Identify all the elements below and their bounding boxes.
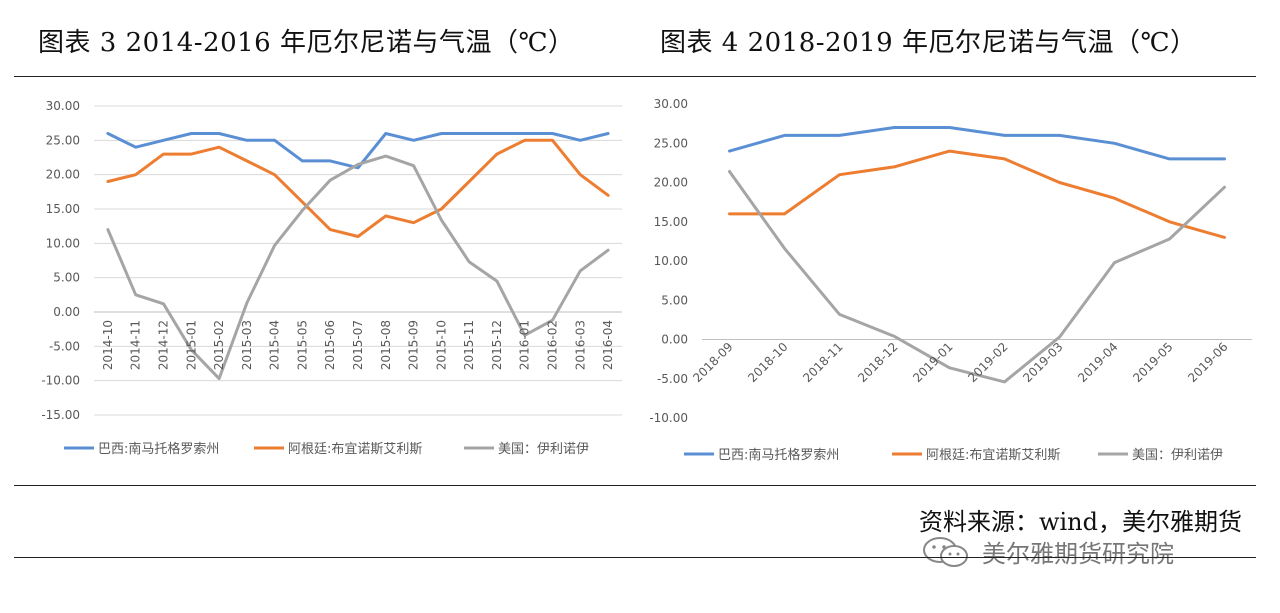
x-tick-label: 2015-08 (379, 320, 393, 370)
bottom-rule (14, 557, 1256, 558)
y-tick-label: 0.00 (661, 333, 688, 347)
y-tick-label: 5.00 (53, 271, 80, 285)
x-tick-label: 2018-10 (745, 340, 790, 385)
y-tick-label: -10.00 (41, 374, 80, 388)
x-tick-label: 2015-04 (268, 320, 282, 370)
y-tick-label: 0.00 (53, 305, 80, 319)
x-tick-label: 2015-06 (323, 320, 337, 370)
series-line-1 (728, 126, 1226, 161)
series-line-3 (728, 170, 1226, 384)
series-line-2 (106, 138, 610, 238)
x-tick-label: 2019-06 (1185, 340, 1230, 385)
y-tick-label: 25.00 (654, 136, 688, 150)
middle-rule (14, 485, 1256, 486)
y-tick-label: 30.00 (46, 99, 80, 113)
y-tick-label: -5.00 (49, 339, 80, 353)
y-tick-label: 20.00 (46, 168, 80, 182)
watermark: 美尔雅期货研究院 (920, 534, 1174, 569)
x-tick-label: 2015-01 (184, 320, 198, 370)
x-tick-label: 2015-09 (407, 320, 421, 370)
chart-left-title: 图表 3 2014-2016 年厄尔尼诺与气温（℃） (38, 28, 575, 58)
y-tick-label: 5.00 (661, 293, 688, 307)
legend-label-1: 巴西:南马托格罗索州 (98, 441, 219, 457)
x-tick-label: 2019-04 (1075, 340, 1120, 385)
x-tick-label: 2016-04 (601, 320, 615, 370)
x-tick-label: 2015-07 (351, 320, 365, 370)
x-tick-label: 2018-12 (855, 340, 900, 385)
x-tick-label: 2016-03 (573, 320, 587, 370)
wechat-icon (923, 536, 968, 567)
y-tick-label: -5.00 (657, 372, 688, 386)
y-tick-label: 20.00 (654, 176, 688, 190)
x-tick-label: 2015-11 (462, 320, 476, 370)
x-tick-label: 2015-12 (490, 320, 504, 370)
series-line-1 (106, 132, 610, 170)
y-tick-label: 15.00 (46, 202, 80, 216)
chart-left: 30.00 25.00 20.00 15.00 10.00 5.00 0.00 -5.00 -1… (41, 99, 622, 457)
x-tick-label: 2015-10 (434, 320, 448, 370)
x-tick-label: 2014-12 (156, 320, 170, 370)
x-tick-label: 2016-01 (518, 320, 532, 370)
legend-label-2: 阿根廷:布宜诺斯艾利斯 (288, 442, 422, 457)
chart-right: 30.00 25.00 20.00 15.00 10.00 5.00 0.00 -5.00 -1… (649, 97, 1252, 463)
y-tick-label: 10.00 (46, 236, 80, 250)
x-tick-label: 2014-10 (101, 320, 115, 370)
watermark-text: 美尔雅期货研究院 (982, 540, 1174, 568)
x-tick-label: 2015-02 (212, 320, 226, 370)
source-note: 资料来源：wind，美尔雅期货 (918, 508, 1242, 536)
legend-label-2: 阿根廷:布宜诺斯艾利斯 (926, 448, 1060, 463)
legend-label-1: 巴西:南马托格罗索州 (718, 447, 839, 463)
x-tick-label: 2019-05 (1130, 340, 1175, 385)
x-tick-label: 2018-09 (690, 340, 735, 385)
x-tick-label: 2019-01 (910, 340, 955, 385)
y-tick-label: 30.00 (654, 97, 688, 111)
x-tick-label: 2015-05 (295, 320, 309, 370)
y-tick-label: 15.00 (654, 215, 688, 229)
y-tick-label: 25.00 (46, 133, 80, 147)
y-tick-label: -10.00 (649, 411, 688, 425)
x-tick-label: 2016-02 (546, 320, 560, 370)
series-line-2 (728, 149, 1226, 239)
y-tick-label: 10.00 (654, 254, 688, 268)
legend-label-3: 美国：伊利诺伊 (1132, 448, 1223, 463)
y-tick-label: -15.00 (41, 408, 80, 422)
x-tick-label: 2014-11 (129, 320, 143, 370)
x-tick-label: 2015-03 (240, 320, 254, 370)
legend-label-3: 美国：伊利诺伊 (498, 442, 589, 457)
top-rule (14, 76, 1256, 77)
x-tick-label: 2018-11 (800, 340, 845, 385)
chart-right-title: 图表 4 2018-2019 年厄尔尼诺与气温（℃） (660, 28, 1197, 58)
